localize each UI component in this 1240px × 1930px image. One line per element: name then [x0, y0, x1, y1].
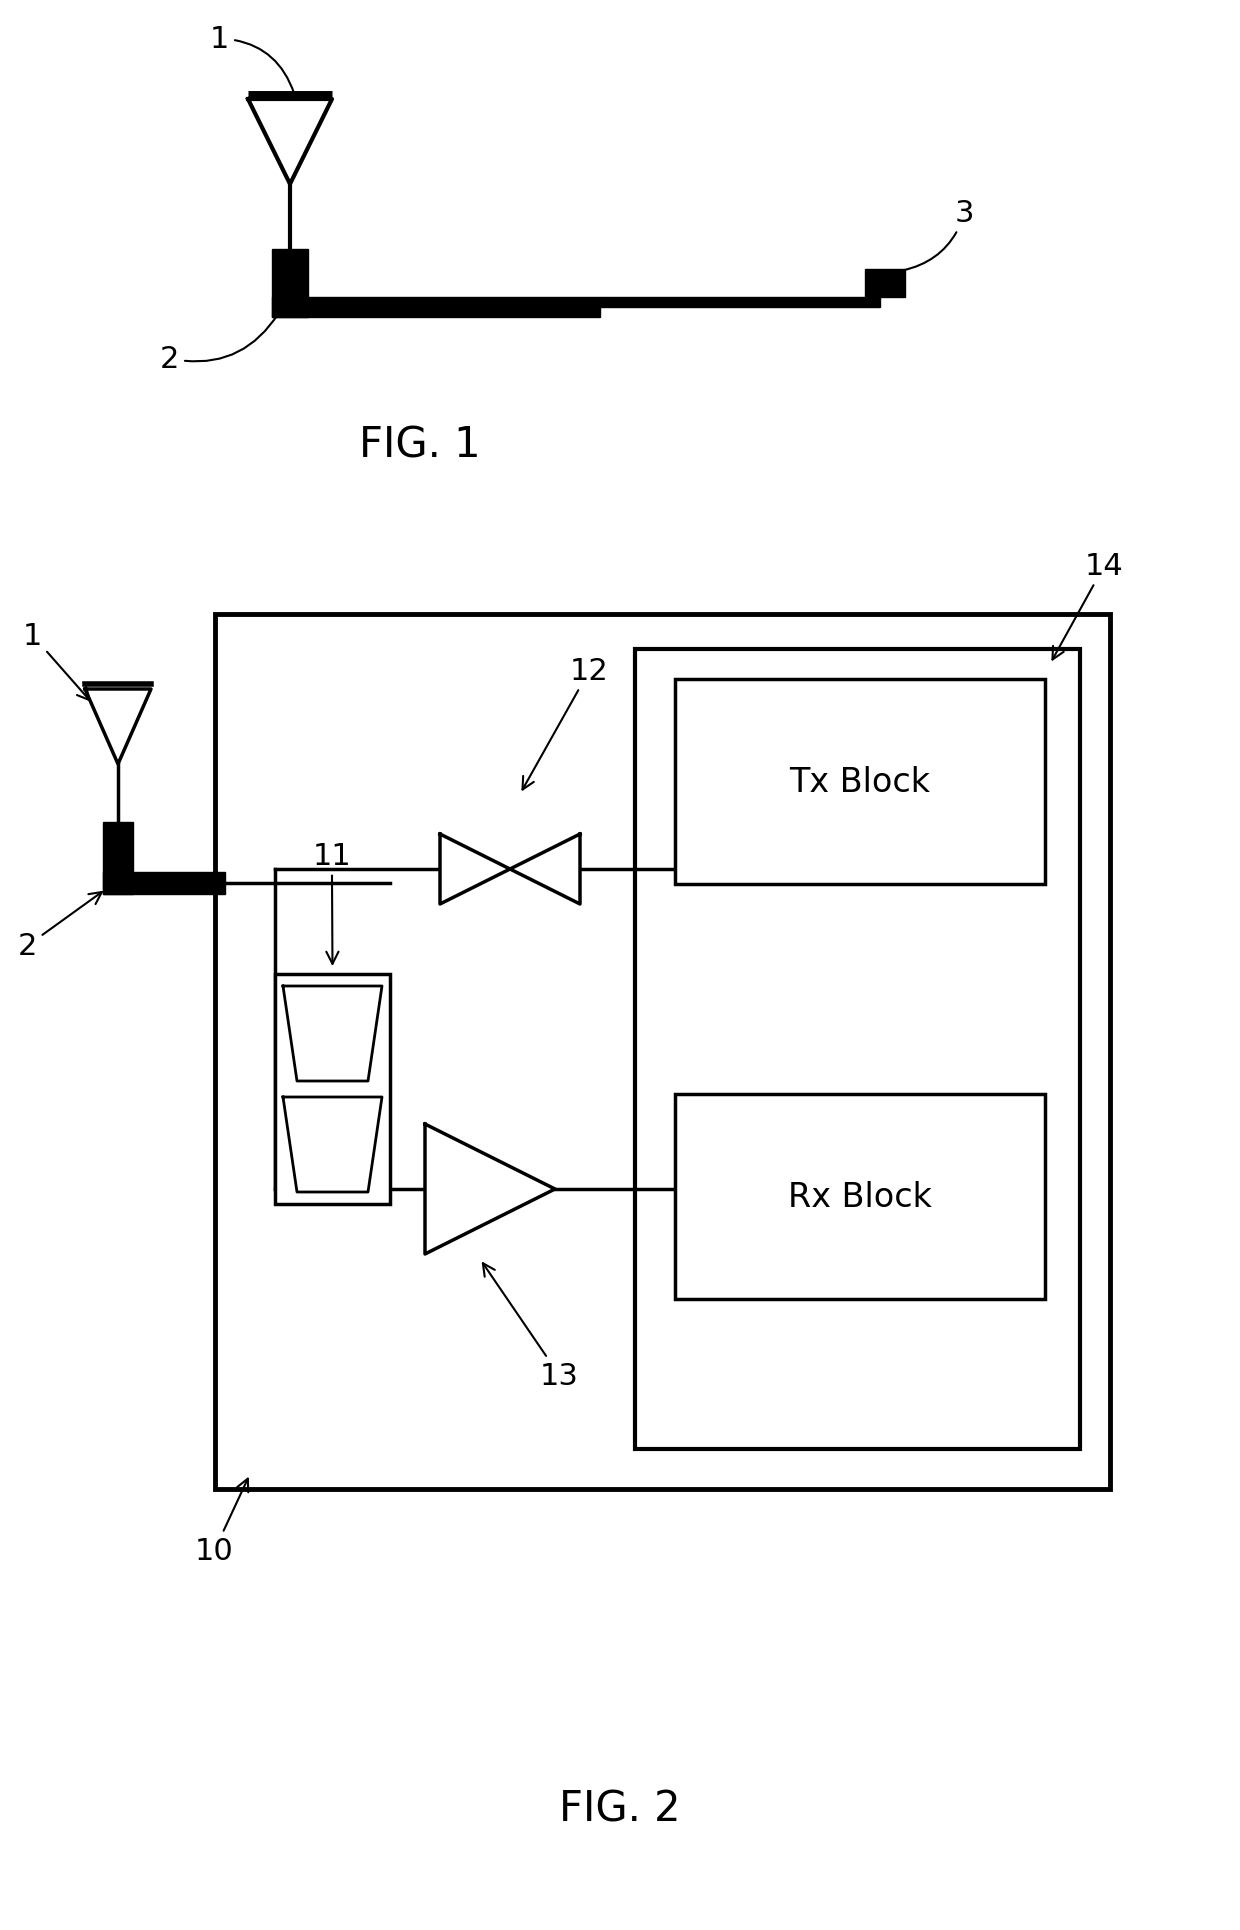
Polygon shape	[440, 834, 510, 905]
Polygon shape	[272, 249, 308, 318]
Text: FIG. 2: FIG. 2	[559, 1787, 681, 1830]
Polygon shape	[103, 872, 224, 894]
Polygon shape	[86, 689, 151, 764]
Text: 2: 2	[19, 892, 102, 961]
Text: 10: 10	[195, 1478, 248, 1565]
Text: 14: 14	[1053, 552, 1123, 660]
Polygon shape	[283, 1098, 382, 1193]
Text: FIG. 1: FIG. 1	[360, 425, 481, 465]
Text: 1: 1	[24, 621, 89, 701]
Text: Rx Block: Rx Block	[789, 1181, 932, 1214]
Text: Tx Block: Tx Block	[790, 766, 930, 799]
Polygon shape	[425, 1125, 556, 1254]
FancyBboxPatch shape	[635, 650, 1080, 1449]
Polygon shape	[866, 270, 905, 297]
Polygon shape	[283, 986, 382, 1081]
Polygon shape	[272, 297, 600, 318]
Polygon shape	[600, 297, 880, 309]
Polygon shape	[103, 822, 133, 894]
FancyBboxPatch shape	[675, 679, 1045, 884]
Text: 1: 1	[210, 25, 294, 95]
Text: 12: 12	[522, 656, 609, 789]
FancyBboxPatch shape	[275, 975, 391, 1204]
Text: 2: 2	[160, 315, 279, 374]
FancyBboxPatch shape	[215, 614, 1110, 1490]
Text: 11: 11	[312, 841, 351, 965]
Polygon shape	[510, 834, 580, 905]
Text: 3: 3	[903, 199, 975, 272]
FancyBboxPatch shape	[675, 1094, 1045, 1299]
Polygon shape	[248, 100, 332, 185]
Text: 13: 13	[482, 1264, 579, 1390]
